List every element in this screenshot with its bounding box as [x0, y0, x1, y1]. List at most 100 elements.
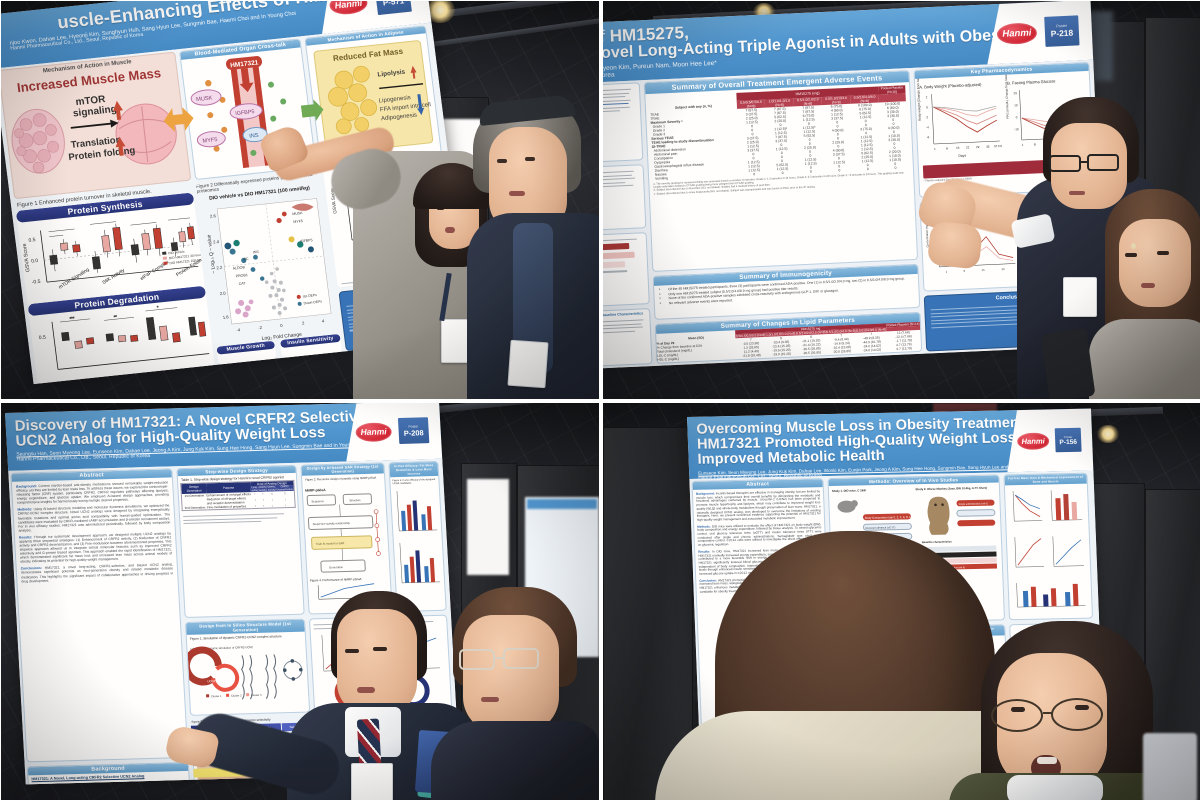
- svg-text:Log₂ Fold Change: Log₂ Fold Change: [261, 332, 302, 342]
- svg-text:2: 2: [926, 95, 928, 99]
- svg-text:MYF5: MYF5: [202, 137, 218, 145]
- svg-text:2.2: 2.2: [216, 265, 223, 271]
- name-badge: [351, 763, 393, 800]
- svg-text:Structure: Structure: [349, 498, 361, 502]
- svg-text:DIO vehicle: DIO vehicle: [168, 250, 185, 256]
- svg-text:Body weight (Change from basel: Body weight (Change from baseline, %): [915, 75, 922, 121]
- svg-text:-0.5: -0.5: [32, 279, 42, 286]
- body-weight-chart: A. Body Weight (Placebo-adjusted) Body w…: [915, 75, 1002, 158]
- svg-text:MUSK: MUSK: [196, 95, 213, 103]
- hanmi-logo: Hanmi: [354, 421, 393, 443]
- svg-text:Down-DEPs: Down-DEPs: [303, 299, 322, 305]
- svg-text:INS: INS: [249, 133, 259, 140]
- svg-text:hMRP-pGluA: hMRP-pGluA: [305, 488, 327, 493]
- svg-text:signaling: signaling: [72, 104, 117, 120]
- svg-text:0.5: 0.5: [28, 237, 36, 244]
- svg-text:MUSK: MUSK: [292, 211, 303, 216]
- svg-text:DIO HM17321 100 nmol/kg: DIO HM17321 100 nmol/kg: [169, 257, 204, 265]
- panel-stepwise-design[interactable]: Step-wise Design Strategy Table 1. Step-…: [176, 464, 305, 618]
- svg-text:15: 15: [982, 268, 986, 272]
- svg-text:IGFBP5: IGFBP5: [235, 109, 255, 117]
- photo-bottom-right: Overcoming Muscle Loss in Obesity Treatm…: [602, 402, 1200, 800]
- svg-text:(a) Cluster of dynamic simulat: (a) Cluster of dynamic simulation of CRF…: [190, 645, 253, 651]
- svg-text:DIO HM17321 30 nmol/kg: DIO HM17321 30 nmol/kg: [169, 252, 205, 260]
- svg-text:29: 29: [976, 145, 980, 149]
- poster-number-label: Poster: [408, 423, 419, 429]
- panel-protein-synthesis[interactable]: Protein Synthesis GSVA Score 0.5 0.0 -0.…: [15, 192, 205, 307]
- panel-left-crop-2[interactable]: [603, 164, 647, 231]
- svg-text:8: 8: [946, 146, 948, 150]
- poster-number-badge: Poster P-218: [1044, 15, 1079, 47]
- hanmi-logo: Hanmi: [1016, 431, 1051, 451]
- eyeglasses-icon: [1049, 154, 1129, 173]
- svg-text:20: 20: [1014, 91, 1018, 95]
- eyeglasses-icon: [459, 648, 549, 671]
- svg-text:22: 22: [966, 145, 970, 149]
- svg-text:− Log₁₀ Q − value: − Log₁₀ Q − value: [206, 234, 217, 274]
- earring-icon: [1131, 243, 1136, 249]
- collar: [1007, 775, 1103, 800]
- svg-text:UCN2: UCN2: [207, 679, 216, 683]
- adjacent-sheet: [467, 479, 509, 575]
- svg-text:ALDOB: ALDOB: [232, 265, 245, 270]
- poster-number-badge: Poster P-156: [1055, 428, 1082, 453]
- fat-free-mass-charts: [1012, 490, 1086, 608]
- panel-teae-summary[interactable]: Summary of Overall Treatment Emergent Ad…: [643, 70, 919, 272]
- muscle-fiber-illustration: mTOR signaling Translation Protein foldi…: [11, 94, 177, 174]
- panel-immunogenicity[interactable]: Summary of Immunogenicity Of the 40 HM15…: [652, 263, 921, 320]
- panel-in-vivo-efficacy[interactable]: In Vivo Efficacy: Fat Mass Reduction & L…: [388, 460, 447, 613]
- panel-moa-muscle[interactable]: Mechanism of Action in Muscle Increased …: [1, 51, 192, 200]
- panel-fat-free-mass[interactable]: Fat-free Mass Gain & Mechanical Improvem…: [1003, 472, 1094, 621]
- svg-text:4: 4: [322, 318, 326, 323]
- svg-text:57 FU: 57 FU: [994, 144, 1002, 148]
- svg-text:mTOR Signaling: mTOR Signaling: [58, 267, 91, 291]
- svg-text:0: 0: [280, 323, 284, 328]
- panel-ai-sar-design[interactable]: Design by AI-based SAR Strategy (1st Gen…: [300, 462, 393, 615]
- panel-moa-adipose[interactable]: Mechanism of Action in Adipose Reduced F…: [304, 25, 443, 167]
- svg-text:A. Body Weight (Placebo-adjust: A. Body Weight (Placebo-adjusted): [919, 82, 982, 90]
- abstract-text-results: Through our systematic development appro…: [19, 531, 173, 564]
- panel-protein-degradation[interactable]: Protein Degradation 0.5 ***: [27, 285, 215, 384]
- photo-top-left: uscle-Enhancing Effects of HM17321 njoo …: [0, 0, 600, 400]
- bidirectional-arrow-icon: [163, 107, 194, 132]
- panel-abstract[interactable]: Abstract Background: Current incretin-ba…: [10, 468, 189, 763]
- svg-text:0: 0: [1016, 115, 1018, 119]
- svg-text:Days: Days: [958, 154, 966, 158]
- poster-tl[interactable]: uscle-Enhancing Effects of HM17321 njoo …: [1, 1, 472, 385]
- ceiling-lamp: [1097, 425, 1119, 443]
- ceiling-lamp: [425, 1, 455, 23]
- panel-baseline-characteristics[interactable]: Baseline Characteristics: [603, 308, 653, 367]
- svg-text:B. Fasting Plasma Glucose: B. Fasting Plasma Glucose: [1007, 78, 1056, 85]
- poster-number-label: Poster: [1056, 23, 1068, 29]
- th-design-generation: Design Generation: [181, 482, 207, 495]
- svg-text:FPG (mmol/L) Change from basel: FPG (mmol/L) Change from baseline: [1004, 71, 1010, 119]
- poster-body: Mechanism of Action in Muscle Increased …: [1, 22, 472, 385]
- panel-left-crop-1[interactable]: [603, 82, 644, 163]
- svg-text:2.4: 2.4: [213, 239, 220, 245]
- teae-table: HM15275 (mg) Pooled Placebo (N=16) Subjec…: [649, 85, 909, 181]
- svg-text:CAT: CAT: [238, 281, 246, 286]
- svg-text:Up-DEPs: Up-DEPs: [303, 293, 318, 298]
- svg-text:INS: INS: [253, 250, 260, 255]
- svg-text:10: 10: [1014, 103, 1018, 107]
- svg-text:Sequence-activity relationship: Sequence-activity relationship: [313, 521, 351, 526]
- panel-in-silico-structure[interactable]: Design from In Silico Structure Model (1…: [184, 618, 311, 716]
- svg-text:29: 29: [1002, 267, 1006, 271]
- volcano-plot: − Log₁₀ Q − value 2.6 2.4 2.2 2.0 1.8 -4 -2 0…: [206, 198, 332, 342]
- svg-text:PC: PC: [243, 257, 249, 262]
- adipocyte-illustration: Lipolysis Lipogenesis FFA import into ce…: [328, 65, 432, 135]
- svg-text:-4: -4: [236, 327, 241, 332]
- svg-text:-2: -2: [258, 325, 263, 330]
- svg-text:Lipogenesis: Lipogenesis: [379, 95, 412, 104]
- svg-text:Glucose tolerance (oGTT): Glucose tolerance (oGTT): [865, 525, 895, 530]
- svg-text:***: ***: [69, 315, 75, 320]
- svg-text:*: *: [157, 305, 160, 310]
- svg-text:Cluster 1: Cluster 1: [211, 694, 222, 698]
- panel-left-crop-3[interactable]: [603, 232, 650, 307]
- panel-figure2-volcano[interactable]: Figure 2 Differentially expressed protei…: [196, 171, 340, 351]
- poster-board-panel: [603, 427, 693, 800]
- svg-text:FFA import into cell: FFA import into cell: [380, 102, 432, 113]
- reduced-fat-mass-card: Reduced Fat Mass Lipolysis Lipogenesis: [313, 39, 434, 155]
- svg-text:Train AI model for SAR: Train AI model for SAR: [316, 541, 345, 546]
